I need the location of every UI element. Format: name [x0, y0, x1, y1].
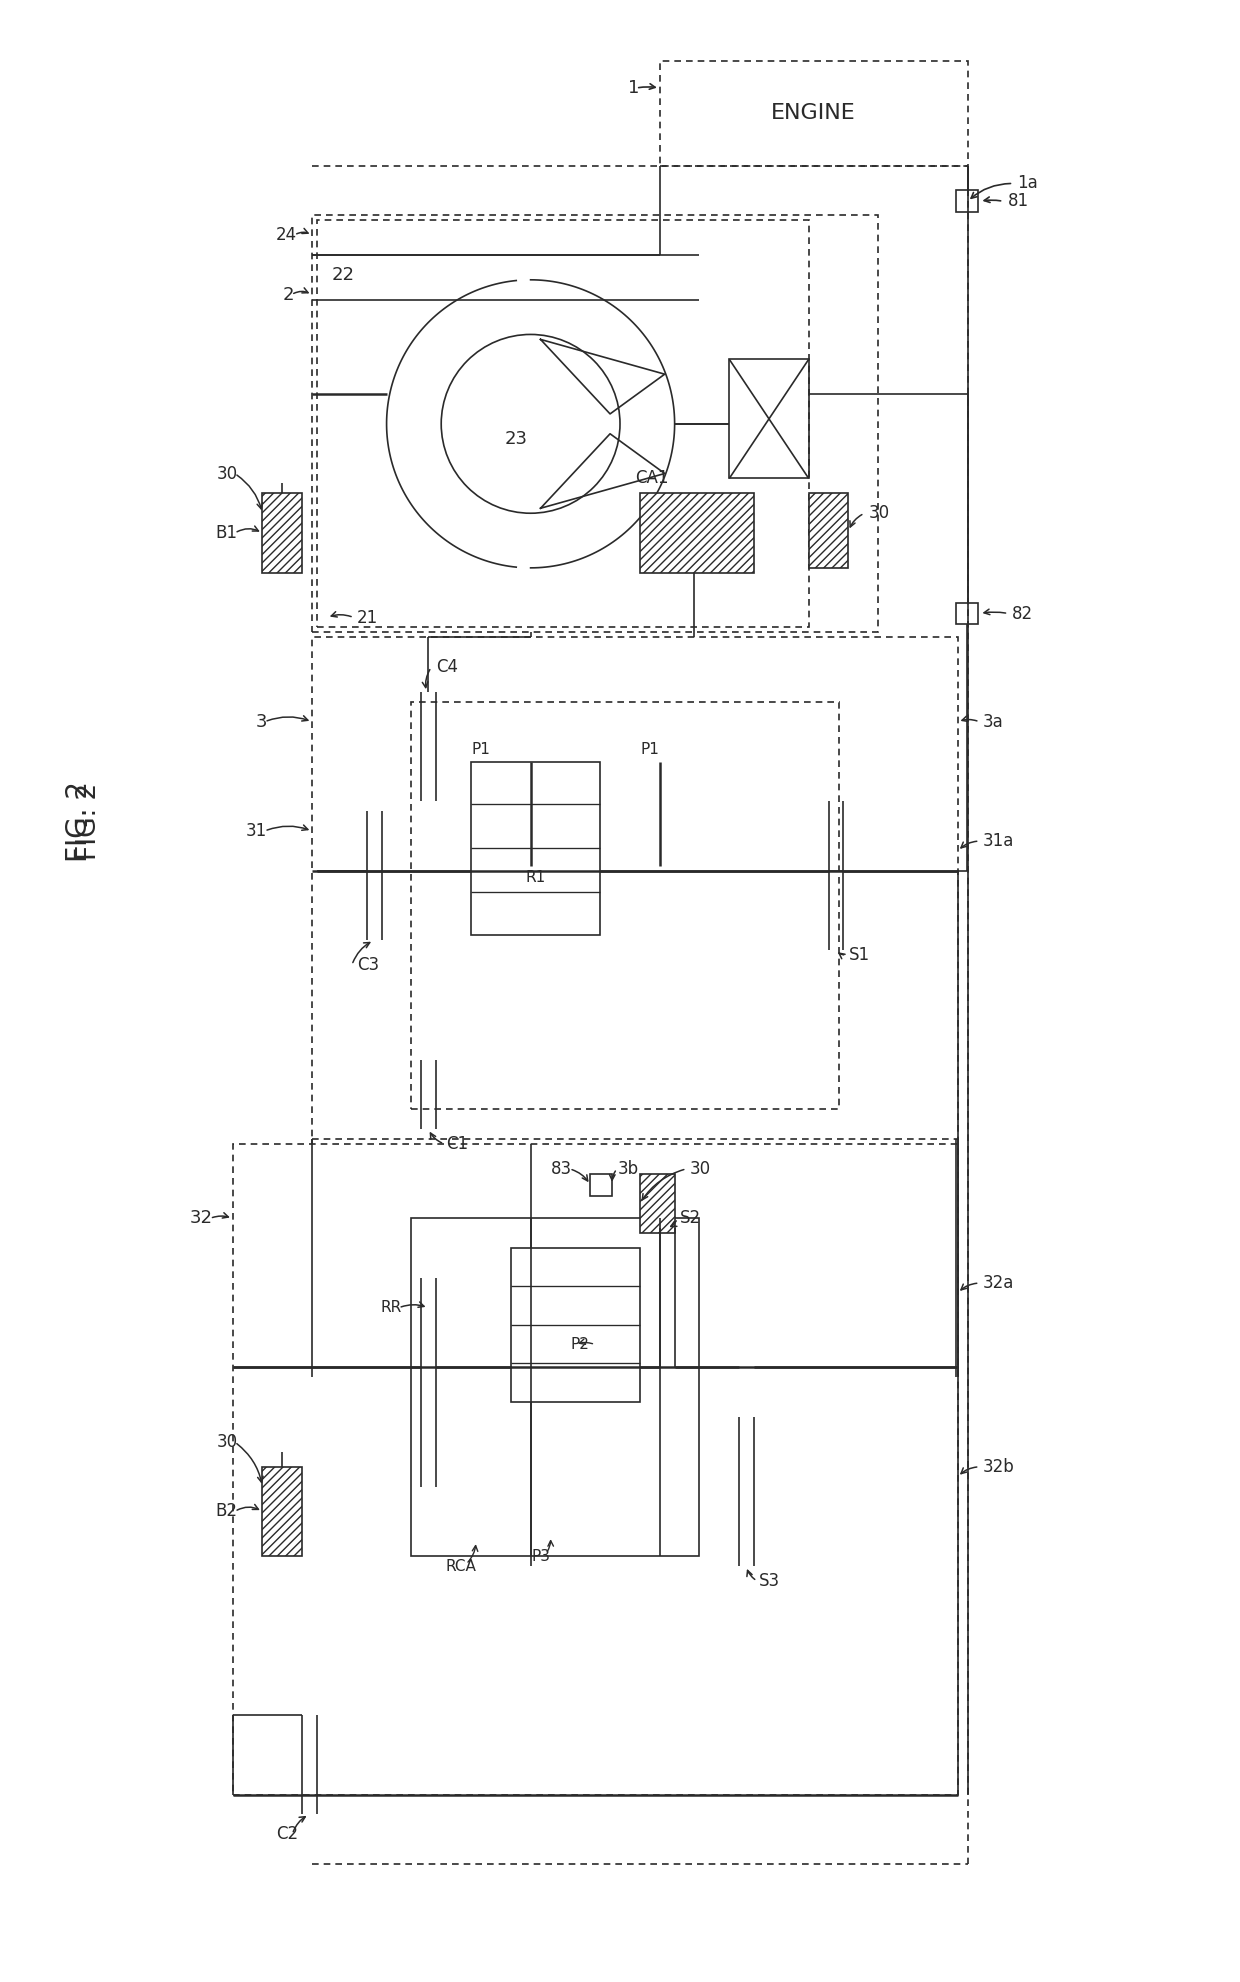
Text: C2: C2 [277, 1825, 299, 1843]
Text: FIG. 2: FIG. 2 [76, 783, 102, 860]
Text: C4: C4 [436, 658, 459, 676]
Text: RCA: RCA [445, 1558, 476, 1574]
Bar [640, 494, 754, 573]
Text: 31: 31 [246, 823, 268, 840]
Text: 32b: 32b [982, 1459, 1014, 1477]
Text: 21: 21 [357, 608, 378, 626]
Text: RR: RR [381, 1300, 402, 1316]
Bar [317, 220, 808, 628]
Text: ENGINE: ENGINE [771, 103, 856, 123]
Text: 1: 1 [629, 79, 640, 97]
Bar [412, 702, 838, 1110]
Text: S3: S3 [759, 1572, 780, 1590]
Text: B1: B1 [216, 523, 238, 543]
Text: 30: 30 [217, 1433, 238, 1451]
Text: P1: P1 [471, 741, 490, 757]
Text: R1: R1 [526, 870, 546, 886]
Text: 82: 82 [1012, 605, 1033, 622]
Bar [808, 494, 848, 569]
Text: 30: 30 [217, 464, 238, 482]
Text: CA1: CA1 [635, 470, 668, 488]
Bar [263, 1467, 303, 1556]
Text: FIG. 2: FIG. 2 [64, 781, 93, 862]
Bar [312, 638, 957, 1140]
Bar [412, 1219, 699, 1556]
Bar [956, 603, 977, 624]
Text: 23: 23 [505, 430, 527, 448]
Text: 3a: 3a [982, 714, 1003, 731]
Text: S2: S2 [680, 1209, 701, 1227]
Bar [590, 1173, 613, 1195]
Bar [956, 190, 977, 212]
Bar [312, 216, 878, 632]
Text: C1: C1 [446, 1136, 469, 1154]
Bar [729, 359, 808, 478]
Bar [660, 61, 967, 166]
Text: 2: 2 [283, 285, 294, 303]
Text: 32: 32 [190, 1209, 213, 1227]
Text: C3: C3 [357, 955, 379, 975]
Text: 83: 83 [552, 1159, 573, 1177]
Text: 24: 24 [277, 226, 298, 244]
Bar [471, 761, 600, 936]
Text: S1: S1 [848, 945, 869, 963]
Text: P2: P2 [570, 1338, 590, 1352]
Text: P1: P1 [640, 741, 660, 757]
Text: 32a: 32a [982, 1274, 1014, 1292]
Text: 1a: 1a [1017, 174, 1038, 192]
Bar [640, 1173, 675, 1233]
Text: 3: 3 [255, 714, 268, 731]
Text: 30: 30 [868, 503, 889, 521]
Bar [263, 494, 303, 573]
Bar [511, 1249, 640, 1401]
Text: 81: 81 [1007, 192, 1028, 210]
Bar [233, 1144, 957, 1794]
Text: 30: 30 [689, 1159, 711, 1177]
Text: 3b: 3b [618, 1159, 639, 1177]
Text: B2: B2 [216, 1502, 238, 1520]
Text: P3: P3 [531, 1548, 551, 1564]
Text: 31a: 31a [982, 832, 1014, 850]
Text: 22: 22 [332, 266, 355, 283]
